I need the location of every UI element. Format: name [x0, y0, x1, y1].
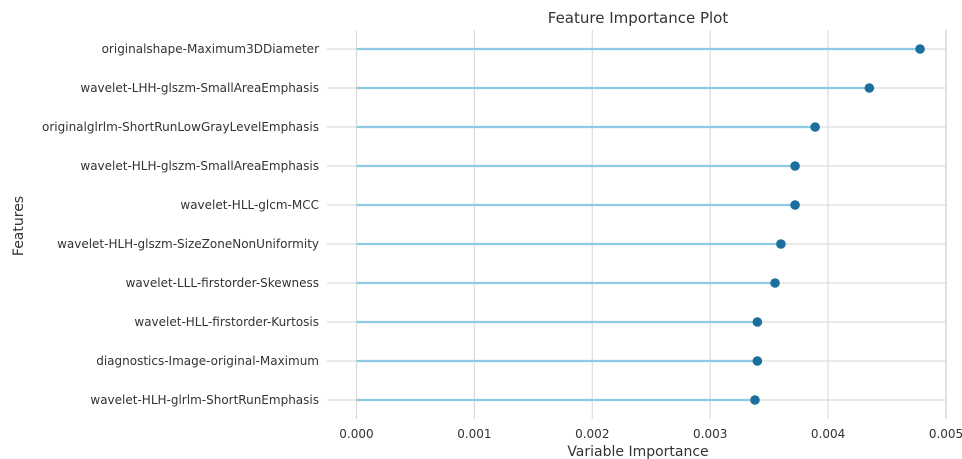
- x-tick-label: 0.003: [693, 427, 727, 441]
- category-label: wavelet-HLH-glszm-SmallAreaEmphasis: [80, 159, 319, 173]
- data-point: [790, 200, 800, 210]
- category-label: wavelet-HLL-firstorder-Kurtosis: [134, 315, 319, 329]
- x-tick-label: 0.001: [457, 427, 491, 441]
- stems: [356, 47, 921, 402]
- data-point: [752, 317, 763, 327]
- data-point: [864, 83, 875, 93]
- x-tick-label: 0.002: [575, 427, 609, 441]
- chart-title: Feature Importance Plot: [548, 9, 729, 27]
- category-label: diagnostics-Image-original-Maximum: [96, 354, 319, 368]
- data-point: [752, 356, 763, 366]
- y-axis-label: Features: [11, 196, 27, 256]
- plot-area-background: [327, 30, 947, 419]
- data-point: [810, 122, 820, 132]
- category-label: wavelet-LHH-glszm-SmallAreaEmphasis: [80, 81, 319, 95]
- category-label: originalglrlm-ShortRunLowGrayLevelEmphas…: [42, 120, 319, 134]
- category-labels: originalshape-Maximum3DDiameter wavelet-L…: [42, 42, 319, 407]
- category-label: wavelet-HLH-glrlm-ShortRunEmphasis: [90, 393, 319, 407]
- category-label: originalshape-Maximum3DDiameter: [102, 42, 319, 56]
- data-point: [915, 44, 925, 54]
- category-label: wavelet-HLL-glcm-MCC: [180, 198, 319, 212]
- data-point: [770, 278, 780, 288]
- x-tick-label: 0.004: [811, 427, 845, 441]
- x-tick-label: 0.005: [929, 427, 962, 441]
- x-tick-label: 0.000: [339, 427, 373, 441]
- data-point: [750, 395, 760, 405]
- data-point: [790, 161, 800, 171]
- x-axis-label: Variable Importance: [567, 444, 708, 459]
- category-label: wavelet-HLH-glszm-SizeZoneNonUniformity: [57, 237, 319, 251]
- data-point: [776, 239, 786, 249]
- markers: [750, 44, 925, 405]
- x-tick-labels: 0.000 0.001 0.002 0.003 0.004 0.005: [339, 427, 962, 441]
- category-label: wavelet-LLL-firstorder-Skewness: [126, 276, 319, 290]
